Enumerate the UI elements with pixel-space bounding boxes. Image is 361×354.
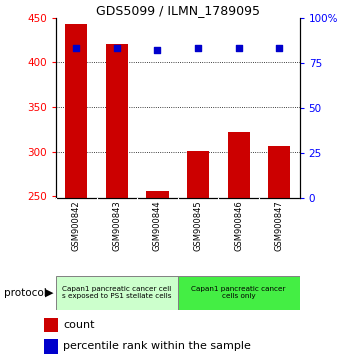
Point [155,47,160,53]
Point [73,46,79,51]
Bar [65,24,87,198]
Bar [178,276,300,310]
Bar [44,339,58,354]
Point [114,46,120,51]
Text: Capan1 pancreatic cancer cell
s exposed to PS1 stellate cells: Capan1 pancreatic cancer cell s exposed … [62,286,171,299]
Text: GSM900847: GSM900847 [275,201,284,251]
Text: GSM900843: GSM900843 [112,201,121,251]
Bar [56,276,178,310]
Bar [44,318,58,332]
Text: GSM900845: GSM900845 [193,201,203,251]
Text: percentile rank within the sample: percentile rank within the sample [64,341,251,352]
Text: GSM900844: GSM900844 [153,201,162,251]
Point [195,46,201,51]
Text: ▶: ▶ [44,288,53,298]
Text: protocol: protocol [4,288,46,298]
Text: count: count [64,320,95,330]
Bar [146,191,169,198]
Text: GSM900846: GSM900846 [234,201,243,251]
Bar [227,132,250,198]
Title: GDS5099 / ILMN_1789095: GDS5099 / ILMN_1789095 [96,4,260,17]
Text: Capan1 pancreatic cancer
cells only: Capan1 pancreatic cancer cells only [191,286,286,299]
Bar [187,151,209,198]
Bar [268,145,291,198]
Text: GSM900842: GSM900842 [72,201,81,251]
Point [236,46,242,51]
Point [277,46,282,51]
Bar [106,44,128,198]
